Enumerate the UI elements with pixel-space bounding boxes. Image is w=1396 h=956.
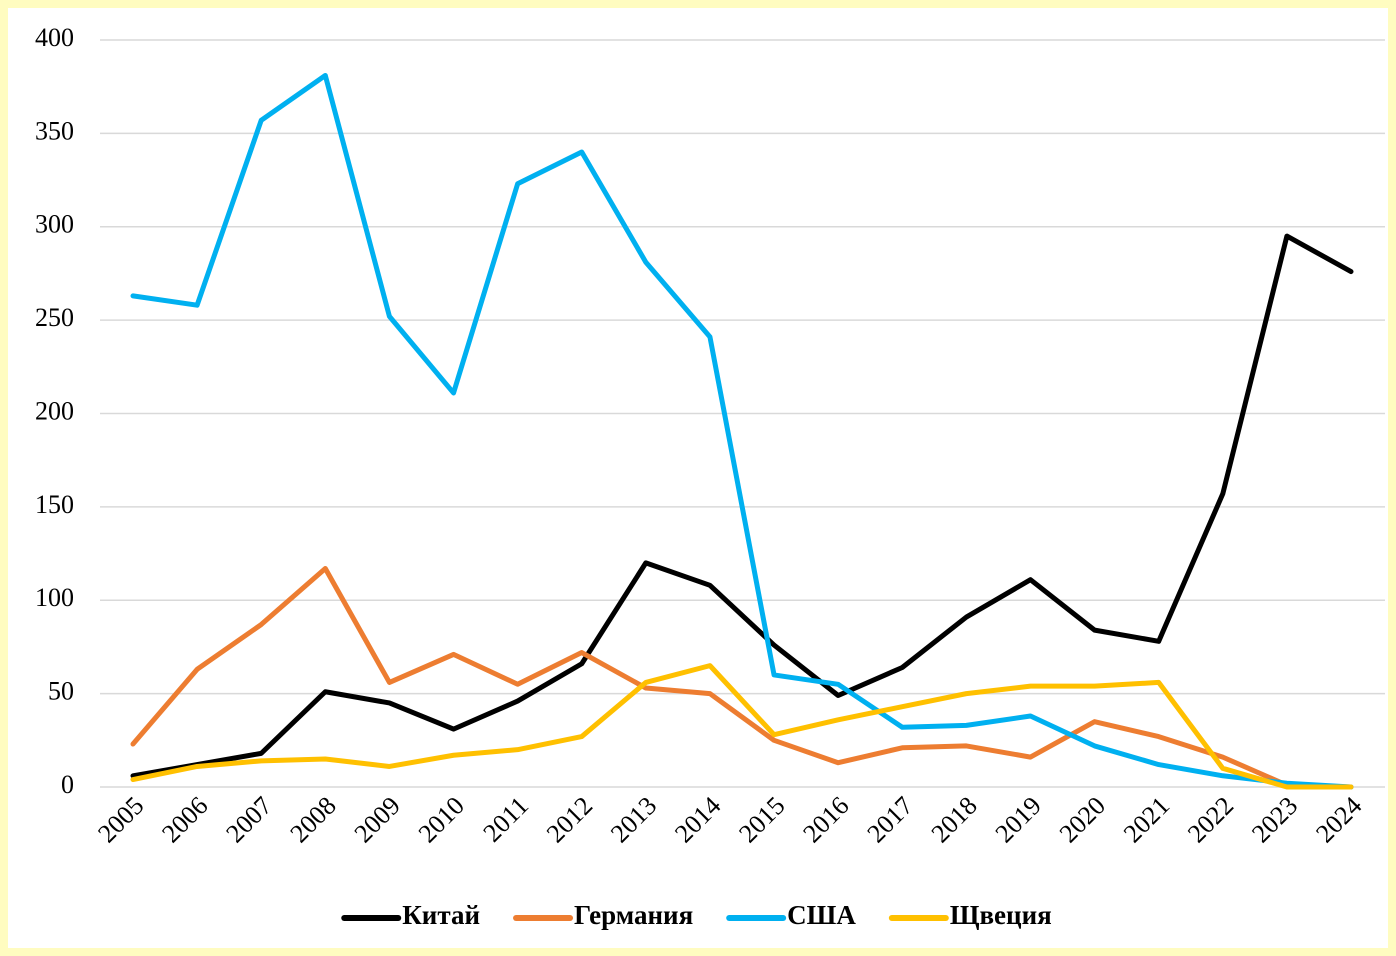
legend-label: Щвеция	[950, 900, 1052, 930]
y-tick-label: 350	[35, 116, 74, 145]
y-tick-label: 300	[35, 210, 74, 239]
data-line	[130, 566, 1354, 790]
data-line	[130, 663, 1354, 790]
y-tick-label: 400	[35, 23, 74, 52]
y-tick-label: 100	[35, 583, 74, 612]
y-tick-label: 200	[35, 396, 74, 425]
legend-label: Китай	[402, 900, 480, 930]
y-tick-label: 50	[48, 677, 74, 706]
data-line	[130, 233, 1354, 779]
y-tick-label: 0	[61, 770, 74, 799]
data-line	[130, 72, 1354, 790]
plot-background	[8, 8, 1388, 948]
legend-label: США	[787, 900, 856, 930]
y-tick-label: 150	[35, 490, 74, 519]
y-tick-label: 250	[35, 303, 74, 332]
legend-label: Германия	[574, 900, 693, 930]
